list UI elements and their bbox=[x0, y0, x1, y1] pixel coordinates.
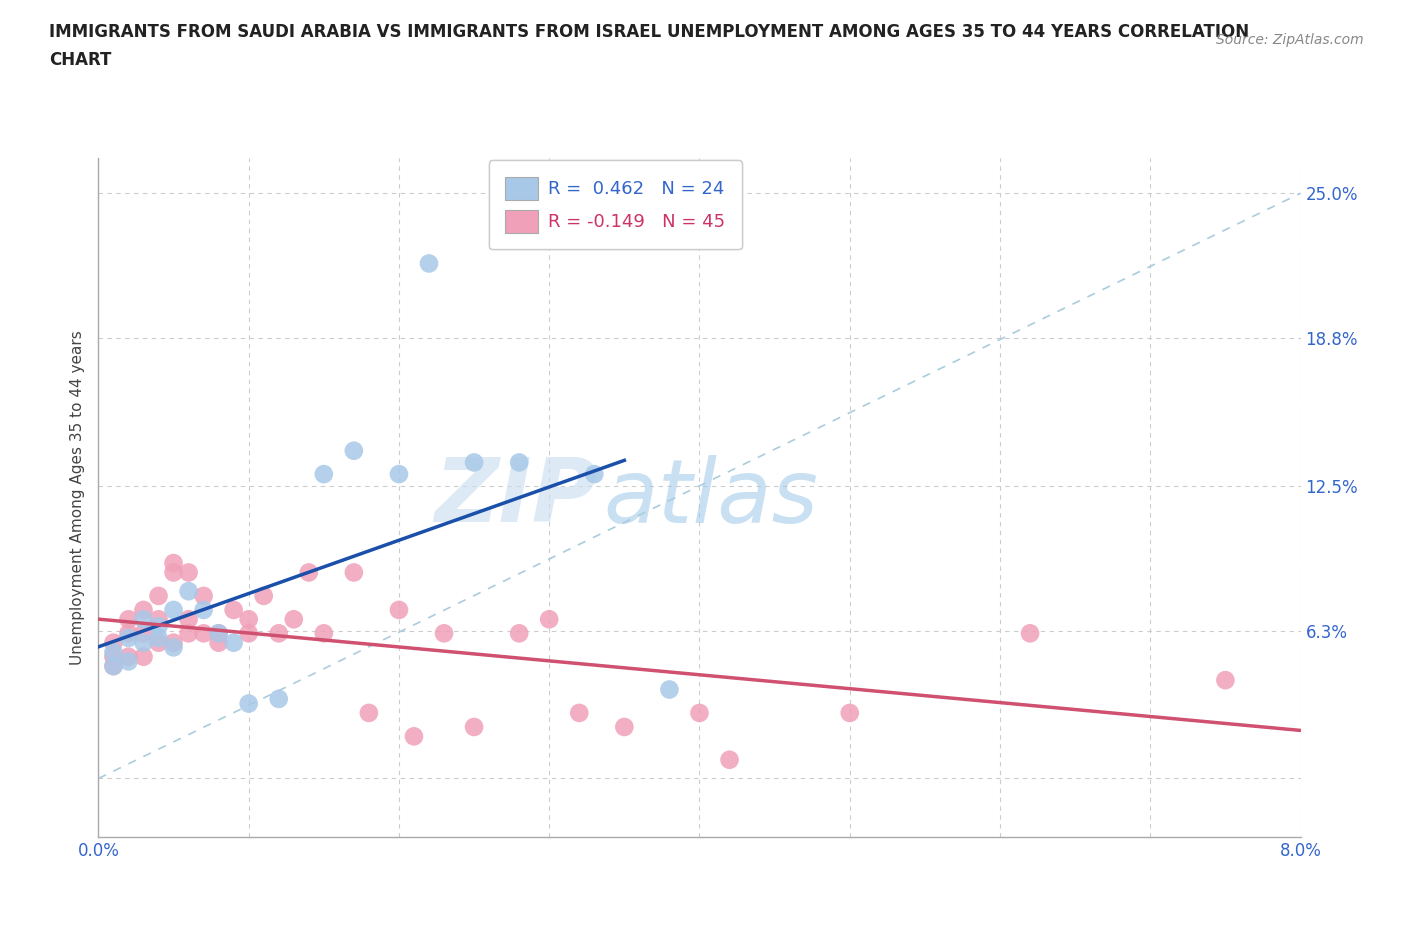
Point bbox=[132, 649, 155, 664]
Point bbox=[658, 682, 681, 697]
Point bbox=[267, 691, 290, 706]
Point bbox=[117, 649, 139, 664]
Point bbox=[162, 640, 184, 655]
Point bbox=[103, 644, 125, 659]
Text: CHART: CHART bbox=[49, 51, 111, 69]
Point bbox=[177, 584, 200, 599]
Point bbox=[538, 612, 561, 627]
Point bbox=[388, 603, 411, 618]
Point bbox=[103, 658, 125, 673]
Point bbox=[177, 565, 200, 580]
Point bbox=[718, 752, 741, 767]
Point bbox=[402, 729, 425, 744]
Point bbox=[253, 589, 276, 604]
Point bbox=[463, 455, 485, 470]
Point bbox=[148, 631, 170, 645]
Point bbox=[177, 612, 200, 627]
Point bbox=[1019, 626, 1042, 641]
Point bbox=[148, 589, 170, 604]
Point bbox=[312, 467, 335, 482]
Point bbox=[508, 455, 530, 470]
Point bbox=[132, 603, 155, 618]
Y-axis label: Unemployment Among Ages 35 to 44 years: Unemployment Among Ages 35 to 44 years bbox=[70, 330, 86, 665]
Point bbox=[283, 612, 305, 627]
Point bbox=[208, 626, 231, 641]
Point bbox=[583, 467, 606, 482]
Legend: R =  0.462   N = 24, R = -0.149   N = 45: R = 0.462 N = 24, R = -0.149 N = 45 bbox=[489, 160, 742, 249]
Point bbox=[162, 565, 184, 580]
Point bbox=[148, 618, 170, 633]
Point bbox=[222, 635, 245, 650]
Point bbox=[117, 626, 139, 641]
Point bbox=[148, 635, 170, 650]
Point bbox=[117, 654, 139, 669]
Point bbox=[568, 706, 591, 721]
Point bbox=[298, 565, 321, 580]
Point bbox=[238, 626, 260, 641]
Point bbox=[222, 603, 245, 618]
Point bbox=[132, 612, 155, 627]
Point bbox=[103, 649, 125, 664]
Point bbox=[418, 256, 440, 271]
Point bbox=[508, 626, 530, 641]
Point bbox=[103, 658, 125, 673]
Text: atlas: atlas bbox=[603, 455, 818, 540]
Point bbox=[838, 706, 860, 721]
Text: IMMIGRANTS FROM SAUDI ARABIA VS IMMIGRANTS FROM ISRAEL UNEMPLOYMENT AMONG AGES 3: IMMIGRANTS FROM SAUDI ARABIA VS IMMIGRAN… bbox=[49, 23, 1250, 41]
Point bbox=[267, 626, 290, 641]
Point bbox=[388, 467, 411, 482]
Point bbox=[463, 720, 485, 735]
Point bbox=[312, 626, 335, 641]
Point bbox=[613, 720, 636, 735]
Point bbox=[103, 635, 125, 650]
Point bbox=[132, 626, 155, 641]
Point bbox=[162, 635, 184, 650]
Point bbox=[162, 603, 184, 618]
Text: ZIP: ZIP bbox=[434, 454, 598, 541]
Point bbox=[238, 697, 260, 711]
Point bbox=[117, 631, 139, 645]
Point bbox=[238, 612, 260, 627]
Point bbox=[343, 444, 366, 458]
Point bbox=[208, 626, 231, 641]
Point bbox=[117, 612, 139, 627]
Point bbox=[689, 706, 711, 721]
Point bbox=[177, 626, 200, 641]
Point bbox=[148, 612, 170, 627]
Point bbox=[433, 626, 456, 641]
Point bbox=[132, 635, 155, 650]
Point bbox=[193, 589, 215, 604]
Point bbox=[208, 635, 231, 650]
Point bbox=[193, 603, 215, 618]
Point bbox=[1215, 672, 1237, 687]
Point bbox=[193, 626, 215, 641]
Point bbox=[357, 706, 380, 721]
Point bbox=[162, 555, 184, 570]
Point bbox=[343, 565, 366, 580]
Text: Source: ZipAtlas.com: Source: ZipAtlas.com bbox=[1216, 33, 1364, 46]
